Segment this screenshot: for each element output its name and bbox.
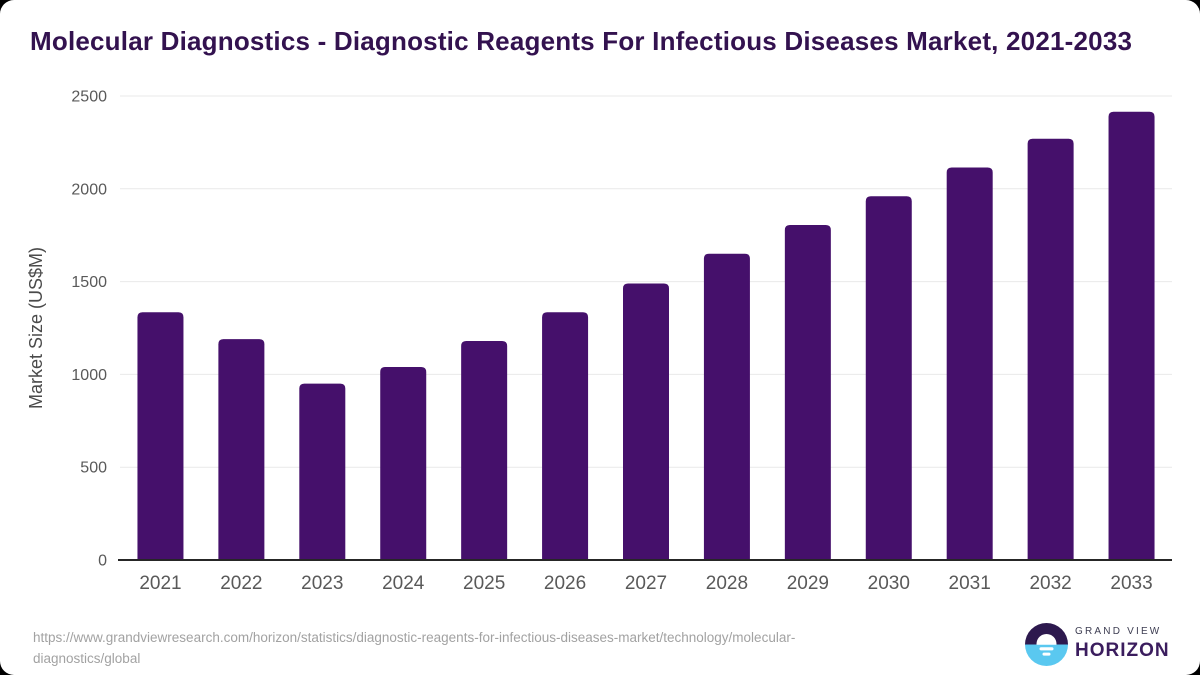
bar-2025[interactable] (461, 340, 508, 560)
x-tick-label: 2031 (949, 573, 991, 594)
bar-2030[interactable] (865, 196, 912, 560)
logo-wordmark: GRAND VIEW HORIZON (1075, 626, 1170, 662)
bar-2023[interactable] (299, 383, 346, 560)
x-tick-label: 2023 (301, 573, 343, 594)
x-tick-label: 2027 (625, 573, 667, 594)
y-axis-title: Market Size (US$M) (26, 247, 46, 409)
source-url-line2: diagnostics/global (33, 651, 141, 666)
bar-2027[interactable] (623, 283, 669, 560)
x-tick-label: 2028 (706, 573, 748, 594)
logo-brand-bottom: HORIZON (1075, 640, 1170, 661)
bar-2021[interactable] (137, 312, 184, 560)
x-tick-label: 2021 (139, 573, 181, 594)
y-tick-label: 0 (98, 553, 107, 570)
x-tick-label: 2033 (1110, 573, 1152, 594)
x-tick-label: 2024 (382, 573, 425, 594)
x-tick-label: 2026 (544, 573, 586, 594)
x-tick-label: 2022 (220, 573, 262, 594)
source-url-line1: https://www.grandviewresearch.com/horizo… (33, 630, 796, 645)
bar-2028[interactable] (703, 253, 750, 560)
horizon-sun-icon (1025, 623, 1068, 666)
bar-2029[interactable] (784, 224, 831, 560)
y-tick-label: 2500 (71, 89, 107, 106)
chart-title: Molecular Diagnostics - Diagnostic Reage… (30, 26, 1133, 56)
y-tick-label: 2000 (71, 181, 107, 198)
x-tick-label: 2025 (463, 573, 505, 594)
x-tick-label: 2029 (787, 573, 829, 594)
y-tick-label: 500 (80, 460, 107, 477)
bar-2024[interactable] (380, 366, 427, 560)
grand-view-horizon-logo: GRAND VIEW HORIZON (1025, 622, 1195, 668)
x-tick-label: 2030 (868, 573, 910, 594)
bar-2033[interactable] (1108, 111, 1155, 560)
bar-2022[interactable] (218, 339, 265, 560)
bar-2031[interactable] (946, 167, 993, 560)
bar-2026[interactable] (542, 312, 589, 560)
x-tick-label: 2032 (1029, 573, 1071, 594)
y-tick-label: 1500 (71, 274, 107, 291)
logo-brand-top: GRAND VIEW (1075, 626, 1162, 637)
bar-2032[interactable] (1027, 138, 1074, 561)
source-url: https://www.grandviewresearch.com/horizo… (33, 627, 795, 669)
y-tick-label: 1000 (71, 367, 107, 384)
